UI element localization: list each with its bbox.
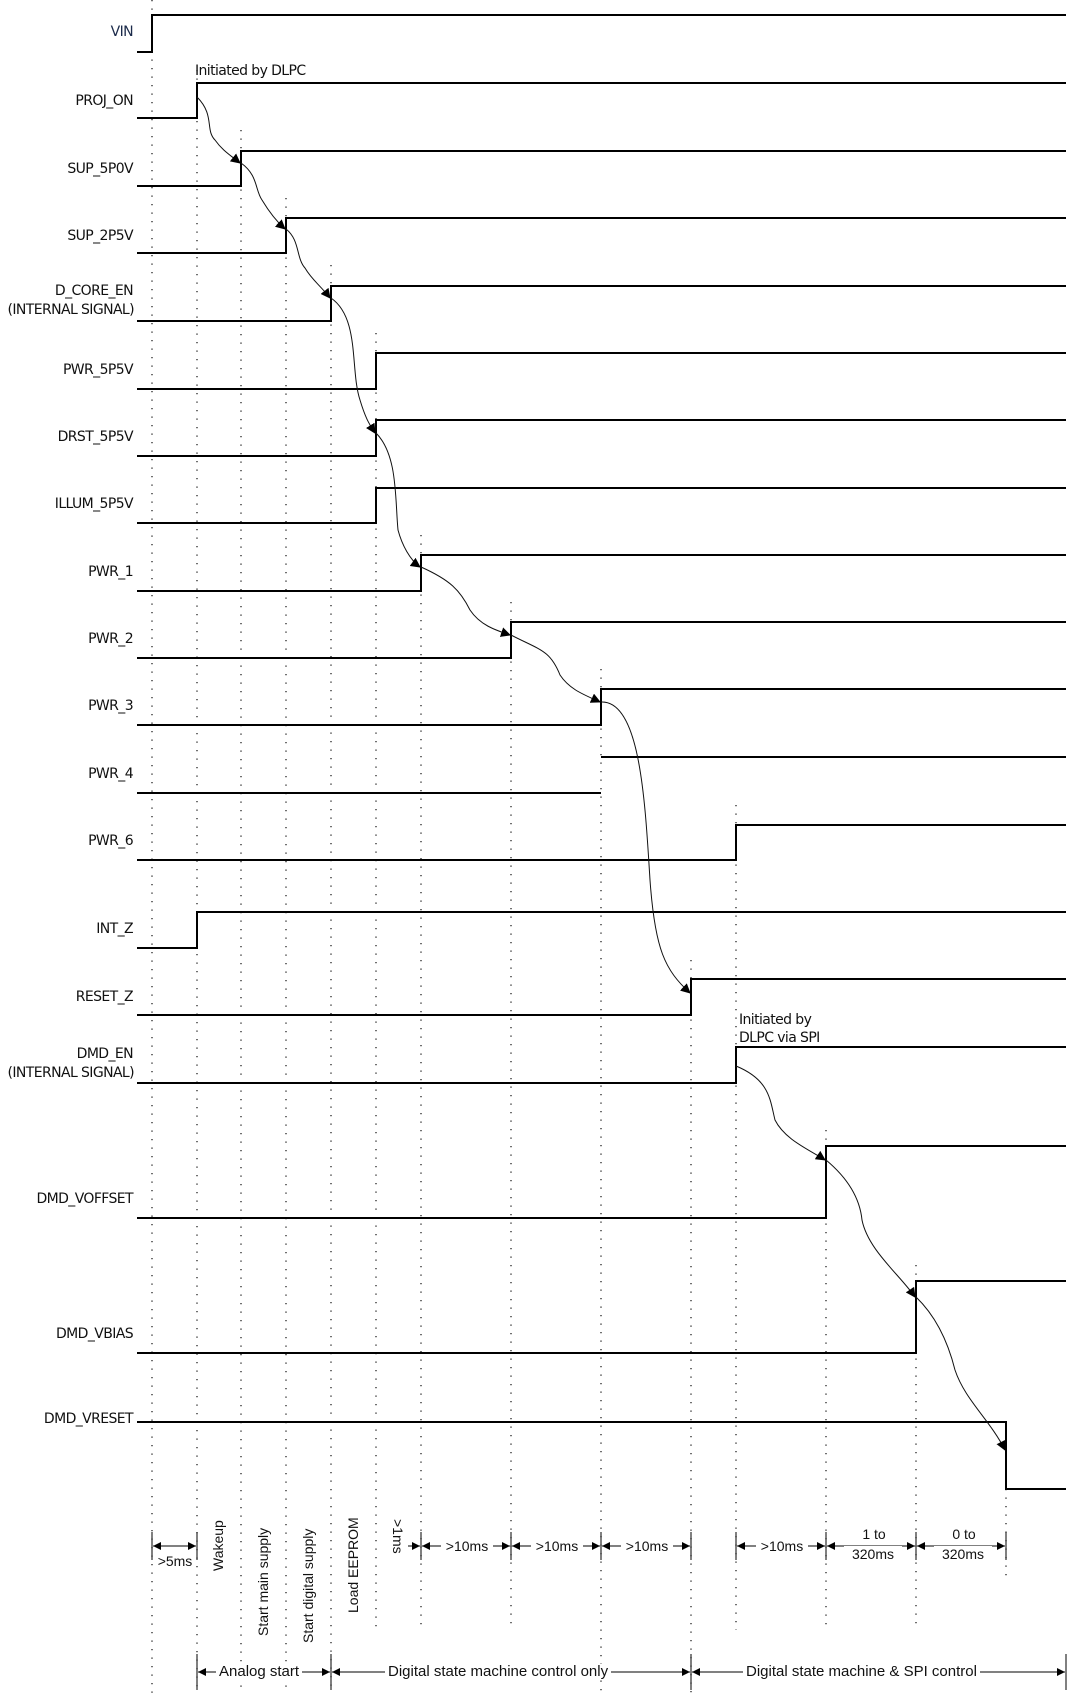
step-label-start-main-supply: Start main supply [255,1527,271,1636]
waveform-dmd_voffset [137,1145,1066,1219]
duration-0-to-320ms-line2: 320ms [934,1546,992,1562]
waveform-vin [137,14,1066,53]
waveform-pwr_3 [137,688,1066,726]
duration-gt-10ms-pwr2: >10ms [441,1538,493,1554]
causal-arrow [285,228,331,299]
causal-arrow [240,162,286,230]
waveform-dmd_en [137,1046,1066,1084]
signal-label-dmd-vreset: DMD_VRESET [43,1411,134,1427]
causal-arrow [600,701,691,994]
duration-gt-10ms-voffset: >10ms [756,1538,808,1554]
waveform-pwr_2 [137,621,1066,659]
signal-label-pwr-3: PWR_3 [88,698,134,714]
step-label-wakeup: Wakeup [210,1520,226,1571]
signal-label-illum-5p5v: ILLUM_5P5V [54,496,134,512]
waveform-int_z [137,911,1066,949]
phase-digital-state-machine-only: Digital state machine control only [385,1664,612,1680]
phase-digital-state-machine-spi: Digital state machine & SPI control [743,1664,980,1680]
causal-arrows [196,96,1006,1451]
signal-label-dmd-en: DMD_EN [76,1046,134,1062]
signal-label-dmd-vbias: DMD_VBIAS [55,1326,134,1342]
signal-label-proj-on: PROJ_ON [75,93,133,109]
signal-label-pwr-1: PWR_1 [88,564,134,580]
signal-label-dmd-voffset: DMD_VOFFSET [36,1191,133,1207]
causal-arrow [420,566,511,637]
causal-arrow [510,634,601,703]
signal-waveforms [137,14,1066,1490]
waveform-sup_5p0v [137,150,1066,187]
duration-1-to-320ms-line2: 320ms [844,1546,902,1562]
causal-arrow [915,1296,1006,1451]
signal-label-pwr-2: PWR_2 [88,631,134,647]
signal-label-drst-5p5v: DRST_5P5V [57,429,134,445]
signal-label-vin: VIN [110,24,134,40]
signal-label-sup-5p0v: SUP_5P0V [67,161,133,177]
annotation-initiated-by-spi-line1: Initiated by [739,1012,812,1028]
causal-arrow [825,1159,916,1298]
duration-0-to-320ms-line1: 0 to [942,1526,986,1542]
waveform-pwr_6 [137,824,1066,861]
step-label-start-digital-supply: Start digital supply [300,1528,316,1643]
waveform-dmd_vreset [137,1421,1066,1490]
signal-label-int-z: INT_Z [96,921,133,937]
duration-gt-5ms: >5ms [157,1553,193,1569]
causal-arrow [196,96,241,164]
signal-label-reset-z: RESET_Z [75,989,134,1005]
causal-arrow [735,1065,826,1161]
waveform-d_core_en [137,285,1066,322]
signal-label-sup-2p5v: SUP_2P5V [67,228,133,244]
annotation-initiated-by-dlpc: Initiated by DLPC [195,63,306,79]
signal-label-pwr-6: PWR_6 [88,833,134,849]
signal-label-dmd-en-sub: (INTERNAL SIGNAL) [7,1065,135,1081]
waveform-sup_2p5v [137,217,1066,254]
step-label-gt-1ms: >1ms [390,1519,406,1554]
signal-label-d-core-en-sub: (INTERNAL SIGNAL) [7,302,135,318]
causal-arrow [330,297,376,434]
waveform-pwr_5p5v [137,352,1066,390]
annotation-initiated-by-spi-line2: DLPC via SPI [739,1030,820,1046]
duration-1-to-320ms-line1: 1 to [852,1526,896,1542]
duration-gt-10ms-pwr3: >10ms [531,1538,583,1554]
duration-gt-10ms-reset: >10ms [621,1538,673,1554]
step-label-load-eeprom: Load EEPROM [345,1517,361,1613]
waveform-pwr_1 [137,554,1066,592]
signal-label-pwr-5p5v: PWR_5P5V [62,362,134,378]
waveform-dmd_vbias [137,1280,1066,1354]
signal-label-d-core-en: D_CORE_EN [54,283,134,299]
signal-label-pwr-4: PWR_4 [88,766,134,782]
waveform-reset_z [137,978,1066,1016]
waveform-illum_5p5v [137,487,1066,524]
causal-arrow [375,432,421,568]
waveform-drst_5p5v [137,419,1066,457]
waveform-proj_on [137,82,1066,119]
phase-analog-start: Analog start [216,1664,303,1680]
